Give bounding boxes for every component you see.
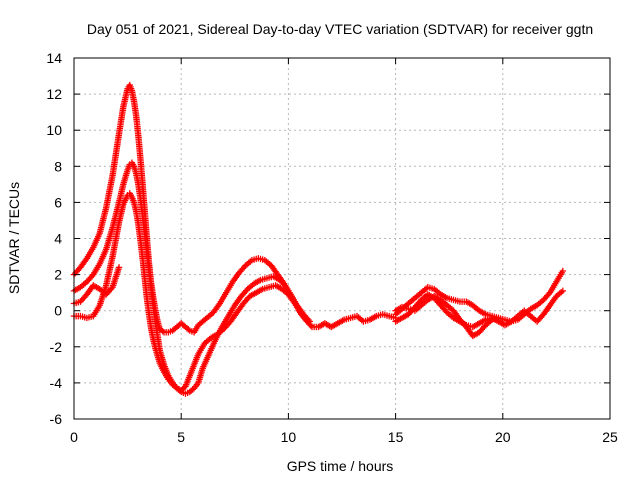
- y-tick-label: 14: [46, 50, 62, 66]
- interpolated-marker: [241, 263, 248, 271]
- series-track-7: [392, 293, 502, 340]
- interpolated-marker: [108, 285, 115, 292]
- y-tick-label: -6: [50, 411, 63, 427]
- y-tick-label: 2: [54, 267, 62, 283]
- x-tick-label: 5: [177, 429, 185, 445]
- data-point: [495, 314, 502, 322]
- x-axis-label: GPS time / hours: [287, 458, 394, 474]
- y-axis-label: SDTVAR / TECUs: [6, 182, 22, 294]
- series-track-3: [70, 190, 311, 394]
- series-track-1: [70, 81, 314, 336]
- x-tick-label: 15: [388, 429, 404, 445]
- x-tick-label: 0: [70, 429, 78, 445]
- x-tick-label: 20: [495, 429, 511, 445]
- y-tick-label: 12: [46, 86, 62, 102]
- chart-title: Day 051 of 2021, Sidereal Day-to-day VTE…: [87, 21, 593, 37]
- data-point: [304, 318, 311, 325]
- y-tick-label: 4: [54, 231, 62, 247]
- y-tick-label: 10: [46, 122, 62, 138]
- interpolated-marker: [307, 322, 314, 329]
- grid-lines: [74, 58, 610, 419]
- data-point: [559, 287, 567, 295]
- interpolated-marker: [88, 272, 96, 280]
- data-points: [70, 81, 567, 397]
- interpolated-marker: [189, 386, 196, 393]
- data-point: [115, 264, 123, 271]
- interpolated-marker: [303, 316, 310, 324]
- x-tick-label: 10: [281, 429, 297, 445]
- interpolated-marker: [481, 323, 488, 330]
- interpolated-marker: [545, 290, 552, 298]
- interpolated-marker: [442, 307, 449, 315]
- y-tick-label: 6: [54, 194, 62, 210]
- x-tick-label: 25: [602, 429, 618, 445]
- series-track-2: [70, 159, 399, 397]
- interpolated-marker: [185, 326, 192, 333]
- interpolated-marker: [159, 327, 166, 335]
- y-tick-label: -2: [50, 339, 63, 355]
- interpolated-marker: [172, 383, 179, 391]
- series-track-4: [70, 264, 123, 307]
- axis-ticks: 0 5 10 15 20 25 -6 -4 -2 0 2 4 6 8 10 12 14: [46, 50, 618, 445]
- y-tick-label: 8: [54, 158, 62, 174]
- interpolated-marker: [281, 282, 289, 289]
- interpolated-marker: [243, 287, 250, 294]
- y-tick-label: 0: [54, 303, 62, 319]
- data-point: [559, 267, 567, 275]
- y-tick-label: -4: [50, 375, 63, 391]
